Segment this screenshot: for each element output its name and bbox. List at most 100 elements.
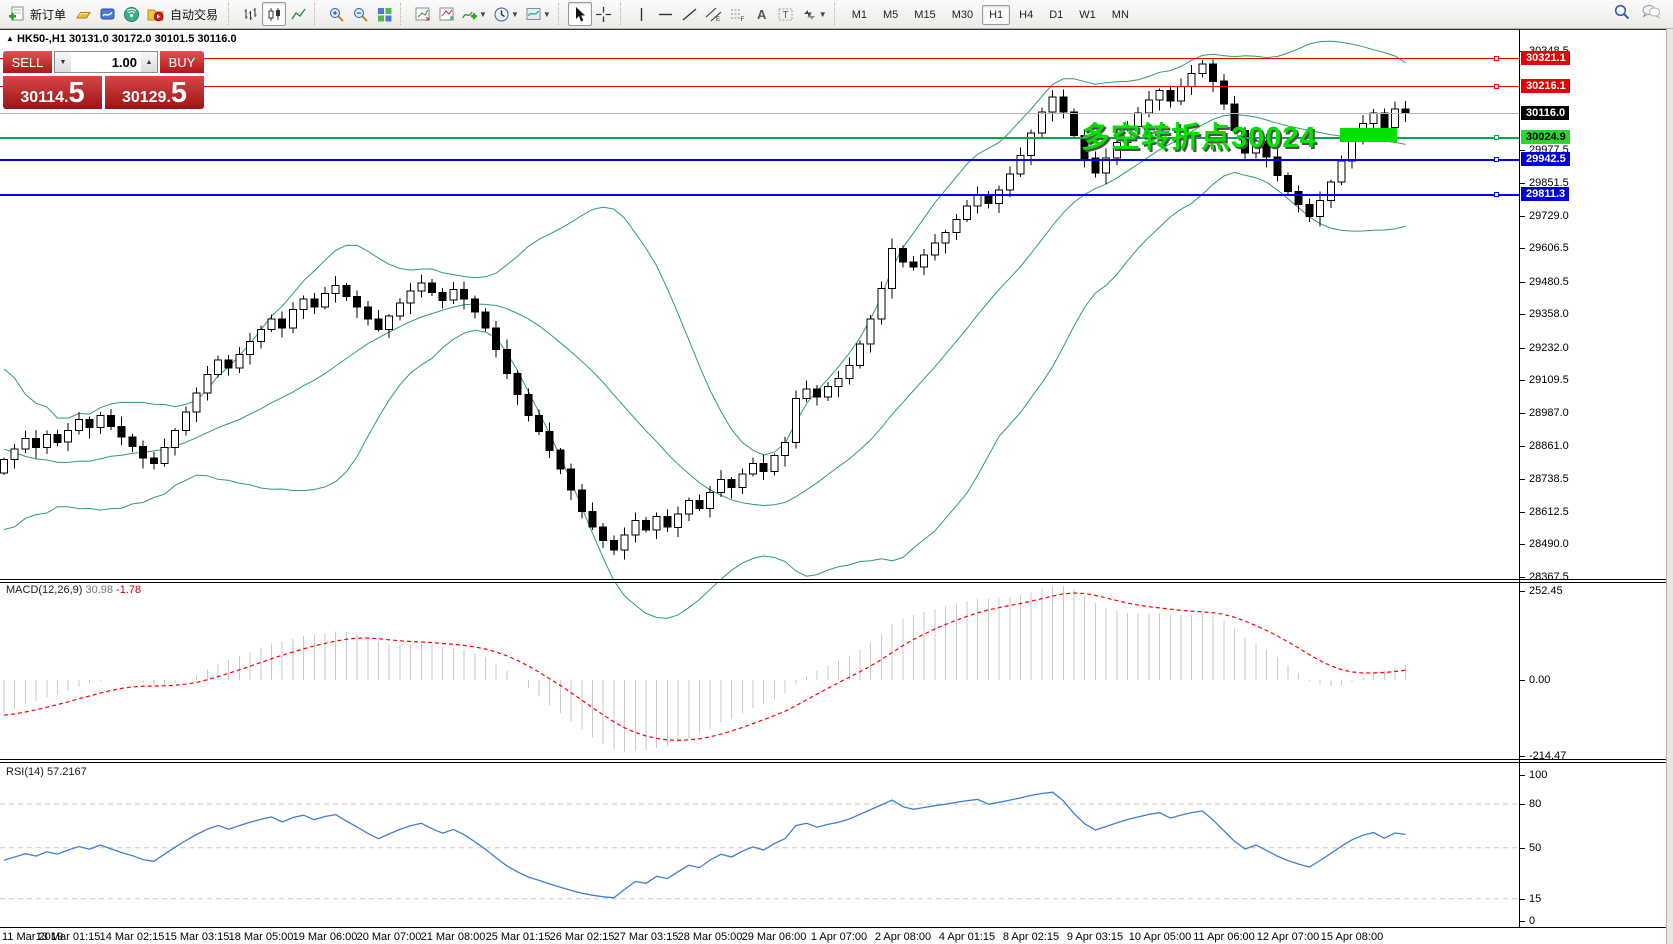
indicators-icon[interactable]: ▼ xyxy=(458,2,490,26)
toolbar-separator xyxy=(400,3,406,25)
volume-input[interactable]: 1.00 xyxy=(111,55,137,70)
chart-profiles-icon[interactable] xyxy=(434,2,458,26)
price-tick: 28738.5 xyxy=(1520,472,1569,486)
chart-plot[interactable] xyxy=(0,30,1519,927)
candle-bullish xyxy=(171,429,180,449)
equidistant-channel-tool[interactable]: E xyxy=(702,2,726,26)
timeframe-mn[interactable]: MN xyxy=(1111,9,1129,21)
level-line-30216.1[interactable] xyxy=(0,86,1519,87)
candle-bullish xyxy=(395,302,404,317)
candle-bullish xyxy=(620,534,629,551)
candle-bullish xyxy=(1187,72,1196,88)
text-label-tool[interactable]: T xyxy=(774,2,798,26)
search-icon[interactable] xyxy=(1613,3,1631,26)
toolbar-separator xyxy=(228,3,234,25)
level-line-handle[interactable] xyxy=(1494,56,1499,61)
level-line-handle[interactable] xyxy=(1494,135,1499,140)
candle-bearish xyxy=(149,457,158,465)
panel-separator[interactable] xyxy=(0,759,1666,763)
toolbar-right xyxy=(1613,3,1669,26)
timeframe-m30[interactable]: M30 xyxy=(951,9,974,21)
svg-text:A: A xyxy=(757,7,767,22)
svg-text:F: F xyxy=(741,17,745,23)
level-line-29811.3[interactable] xyxy=(0,194,1519,196)
level-line-30321.1[interactable] xyxy=(0,58,1519,59)
new-order-button[interactable] xyxy=(4,2,28,26)
gold-icon[interactable] xyxy=(72,2,96,26)
candle-bullish xyxy=(684,500,693,515)
bid-price-main: 30114 xyxy=(20,89,64,106)
candle-bullish xyxy=(417,282,426,292)
price-axis[interactable]: 30348.529977.529851.529729.029606.529480… xyxy=(1520,30,1666,927)
signals-icon[interactable] xyxy=(120,2,144,26)
timeframe-d1[interactable]: D1 xyxy=(1049,9,1064,21)
time-label: 12 Apr 07:00 xyxy=(1256,931,1320,943)
candle-bullish xyxy=(0,459,8,474)
text-tool[interactable]: A xyxy=(750,2,774,26)
candle-bullish xyxy=(449,289,458,301)
autotrading-label[interactable]: 自动交易 xyxy=(170,7,219,22)
cursor-tool[interactable] xyxy=(567,2,592,26)
price-axis-line xyxy=(1519,30,1520,927)
candle-bullish xyxy=(856,343,864,366)
fibonacci-tool[interactable]: F xyxy=(726,2,750,26)
chart-title: ▲ HK50-,H1 30131.0 30172.0 30101.5 30116… xyxy=(6,33,237,45)
sell-button[interactable]: SELL xyxy=(3,51,52,73)
candle-bearish xyxy=(53,433,62,443)
level-line-29942.5[interactable] xyxy=(0,159,1519,161)
new-chart-icon[interactable] xyxy=(410,2,434,26)
candle-bullish xyxy=(1391,108,1399,129)
chevron-down-icon: ▼ xyxy=(542,9,551,19)
time-label: 15 Apr 08:00 xyxy=(1320,931,1384,943)
timeframe-m15[interactable]: M15 xyxy=(914,9,936,21)
market-icon[interactable] xyxy=(96,2,120,26)
volume-decrease-button[interactable]: ▼ xyxy=(55,52,71,72)
bar-chart-icon[interactable] xyxy=(238,2,262,26)
macd-axis-tick: 0.00 xyxy=(1520,673,1550,687)
level-line-handle[interactable] xyxy=(1494,157,1499,162)
candle-bullish xyxy=(267,318,276,330)
crosshair-tool[interactable] xyxy=(592,2,616,26)
collapse-icon[interactable]: ▲ xyxy=(6,34,14,43)
macd-signal-value: -1.78 xyxy=(116,584,142,596)
timeframe-h4[interactable]: H4 xyxy=(1019,9,1034,21)
chat-icon[interactable] xyxy=(1641,3,1661,26)
candlestick-chart-icon[interactable] xyxy=(262,2,287,26)
level-line-handle[interactable] xyxy=(1494,84,1499,89)
candle-bullish xyxy=(781,441,790,457)
candle-bearish xyxy=(128,436,137,447)
timeframe-m1[interactable]: M1 xyxy=(851,9,867,21)
volume-increase-button[interactable]: ▲ xyxy=(141,52,157,72)
buy-button[interactable]: BUY xyxy=(160,51,204,73)
horizontal-line-tool[interactable] xyxy=(654,2,678,26)
autotrading-button[interactable] xyxy=(144,2,168,26)
arrows-tool[interactable]: ▼ xyxy=(798,2,830,26)
buy-price-button[interactable]: 30129. 5 xyxy=(105,76,204,109)
timeframe-m5[interactable]: M5 xyxy=(883,9,899,21)
candle-bullish xyxy=(1005,173,1014,191)
new-order-label[interactable]: 新订单 xyxy=(30,7,67,22)
vertical-line-tool[interactable] xyxy=(630,2,654,26)
candle-bearish xyxy=(492,327,501,350)
zoom-out-icon[interactable] xyxy=(348,2,372,26)
level-line-handle[interactable] xyxy=(1494,192,1499,197)
periods-icon[interactable]: ▼ xyxy=(490,2,522,26)
panel-separator[interactable] xyxy=(0,579,1666,583)
annotation-highlight-bar[interactable] xyxy=(1340,128,1397,142)
timeframe-w1[interactable]: W1 xyxy=(1079,9,1096,21)
tile-windows-icon[interactable] xyxy=(372,2,396,26)
timeframe-h1[interactable]: H1 xyxy=(982,5,1011,25)
candle-bullish xyxy=(1326,181,1335,202)
trendline-tool[interactable] xyxy=(678,2,702,26)
zoom-in-icon[interactable] xyxy=(324,2,348,26)
annotation-text[interactable]: 多空转折点30024 xyxy=(1081,122,1317,154)
sell-price-button[interactable]: 30114. 5 xyxy=(3,76,102,109)
candle-bearish xyxy=(470,298,479,313)
line-chart-icon[interactable] xyxy=(286,2,310,26)
ask-price-big-digit: 5 xyxy=(170,77,188,109)
templates-icon[interactable]: ▼ xyxy=(522,2,554,26)
time-axis-border xyxy=(0,927,1666,928)
candle-bullish xyxy=(973,194,982,207)
level-line-30024.9[interactable] xyxy=(0,137,1519,139)
candle-bullish xyxy=(181,411,190,431)
